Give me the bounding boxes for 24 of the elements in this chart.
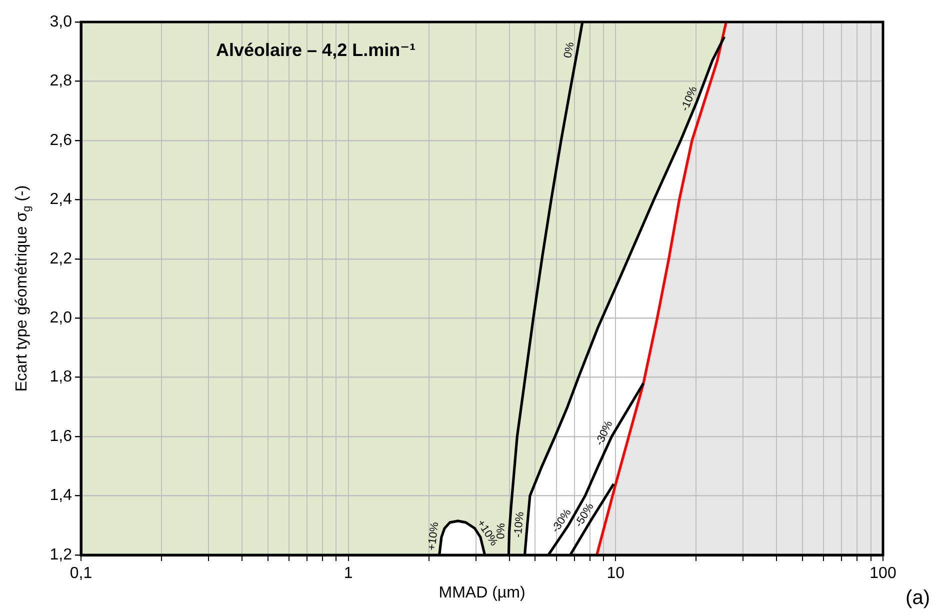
y-tick-label: 2,2 — [50, 250, 72, 268]
y-tick-label: 2,6 — [50, 132, 72, 149]
y-tick-label: 1,4 — [50, 487, 72, 504]
text: (a) — [906, 587, 930, 609]
y-tick-label: 1,8 — [50, 368, 72, 386]
annotation: 0% — [562, 41, 577, 60]
x-tick-label: 100 — [870, 565, 896, 582]
y-tick-label: 3,0 — [50, 13, 72, 30]
annotation: -10% — [678, 84, 700, 114]
annotation: 0% — [495, 522, 508, 540]
annotation: -30% — [594, 418, 616, 448]
y-axis-title: Ecart type géométrique σg (-) — [13, 185, 33, 392]
y-tick-label: 1,6 — [50, 428, 72, 445]
y-tick-label: 2,8 — [50, 72, 72, 90]
annotation: +10% — [426, 521, 442, 552]
y-tick-label: 2,4 — [50, 191, 72, 208]
x-axis-title: MMAD (µm) — [438, 584, 526, 602]
y-tick-label: 2,0 — [50, 310, 72, 327]
annotation: -10% — [512, 511, 526, 538]
x-tick-label: 10 — [606, 565, 625, 582]
x-tick-label: 0,1 — [70, 565, 92, 582]
x-tick-label: 1 — [344, 565, 353, 582]
y-tick-label: 1,2 — [50, 546, 72, 564]
text: Alvéolaire – 4,2 L.min⁻¹ — [216, 40, 416, 60]
